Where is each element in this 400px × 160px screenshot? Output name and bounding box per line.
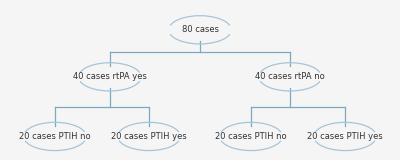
Text: 20 cases PTIH yes: 20 cases PTIH yes xyxy=(307,132,383,141)
Text: 20 cases PTIH no: 20 cases PTIH no xyxy=(215,132,287,141)
Text: 40 cases rtPA no: 40 cases rtPA no xyxy=(255,72,325,81)
Text: 20 cases PTIH no: 20 cases PTIH no xyxy=(19,132,91,141)
Text: 40 cases rtPA yes: 40 cases rtPA yes xyxy=(73,72,147,81)
Text: 20 cases PTIH yes: 20 cases PTIH yes xyxy=(111,132,187,141)
Text: 80 cases: 80 cases xyxy=(182,25,218,34)
